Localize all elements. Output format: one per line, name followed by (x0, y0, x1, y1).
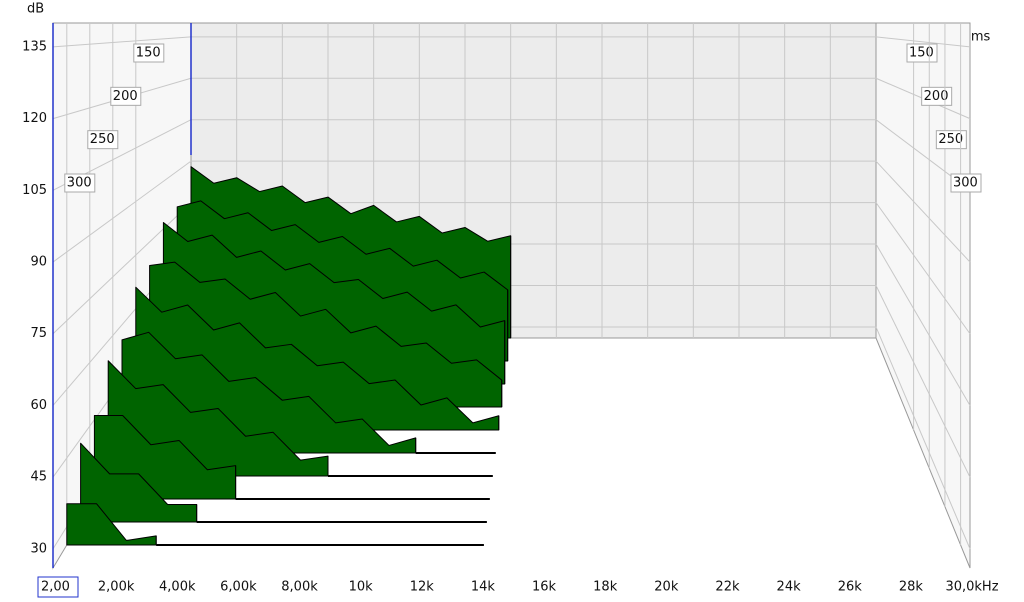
x-tick-label: 22k (715, 580, 740, 595)
y-tick-label: 135 (22, 39, 47, 54)
z-tick-label: 200 (113, 89, 138, 104)
grid-line (875, 36, 971, 48)
z-tick-box (133, 43, 165, 63)
y-axis-label: dB (27, 2, 44, 17)
grid-line (875, 243, 971, 406)
z-tick-box (64, 173, 96, 193)
z-tick-label: 300 (67, 176, 92, 191)
z-tick-label: 150 (909, 46, 934, 61)
z-tick-label: 150 (136, 46, 161, 61)
x-tick-label: 4,00k (159, 580, 196, 595)
x-tick-label: 2,00k (98, 580, 135, 595)
x-tick-label: 8,00k (281, 580, 318, 595)
x-tick-label: 6,00k (220, 580, 257, 595)
z-tick-label: 250 (938, 132, 963, 147)
z-tick-label: 300 (953, 176, 978, 191)
y-tick-label: 30 (30, 541, 47, 556)
z-tick-label: 200 (924, 89, 949, 104)
grid-line (52, 160, 192, 263)
grid-line (875, 285, 971, 478)
grid-line (52, 36, 192, 48)
x-tick-label: 12k (410, 580, 435, 595)
grid-line (875, 202, 971, 335)
x-tick-label: 14k (471, 580, 496, 595)
x-tick-label: 26k (838, 580, 863, 595)
y-tick-label: 75 (30, 326, 47, 341)
z-tick-box (87, 130, 119, 150)
y-tick-label: 120 (22, 111, 47, 126)
z-tick-box (921, 86, 953, 106)
y-tick-label: 60 (30, 398, 47, 413)
x-tick-label: 18k (593, 580, 618, 595)
z-tick-box (950, 173, 982, 193)
grid-line (52, 202, 192, 335)
grid-line (875, 160, 971, 263)
x-tick-label: 10k (349, 580, 374, 595)
y-tick-label: 105 (22, 183, 47, 198)
grid-line (875, 326, 971, 550)
right-wall (875, 22, 971, 569)
x-tick-label: 2,00 (41, 580, 70, 595)
x-tick-label: 28k (899, 580, 924, 595)
z-tick-box (110, 86, 142, 106)
z-tick-label: 250 (90, 132, 115, 147)
z-tick-box (935, 130, 967, 150)
x-tick-label: 30,0kHz (945, 580, 998, 595)
y-tick-label: 90 (30, 255, 47, 270)
x-tick-label: 24k (777, 580, 802, 595)
x-tick-label: 16k (532, 580, 557, 595)
x-tick-highlight (37, 576, 79, 598)
y-tick-label: 45 (30, 470, 47, 485)
x-tick-label: 20k (654, 580, 679, 595)
